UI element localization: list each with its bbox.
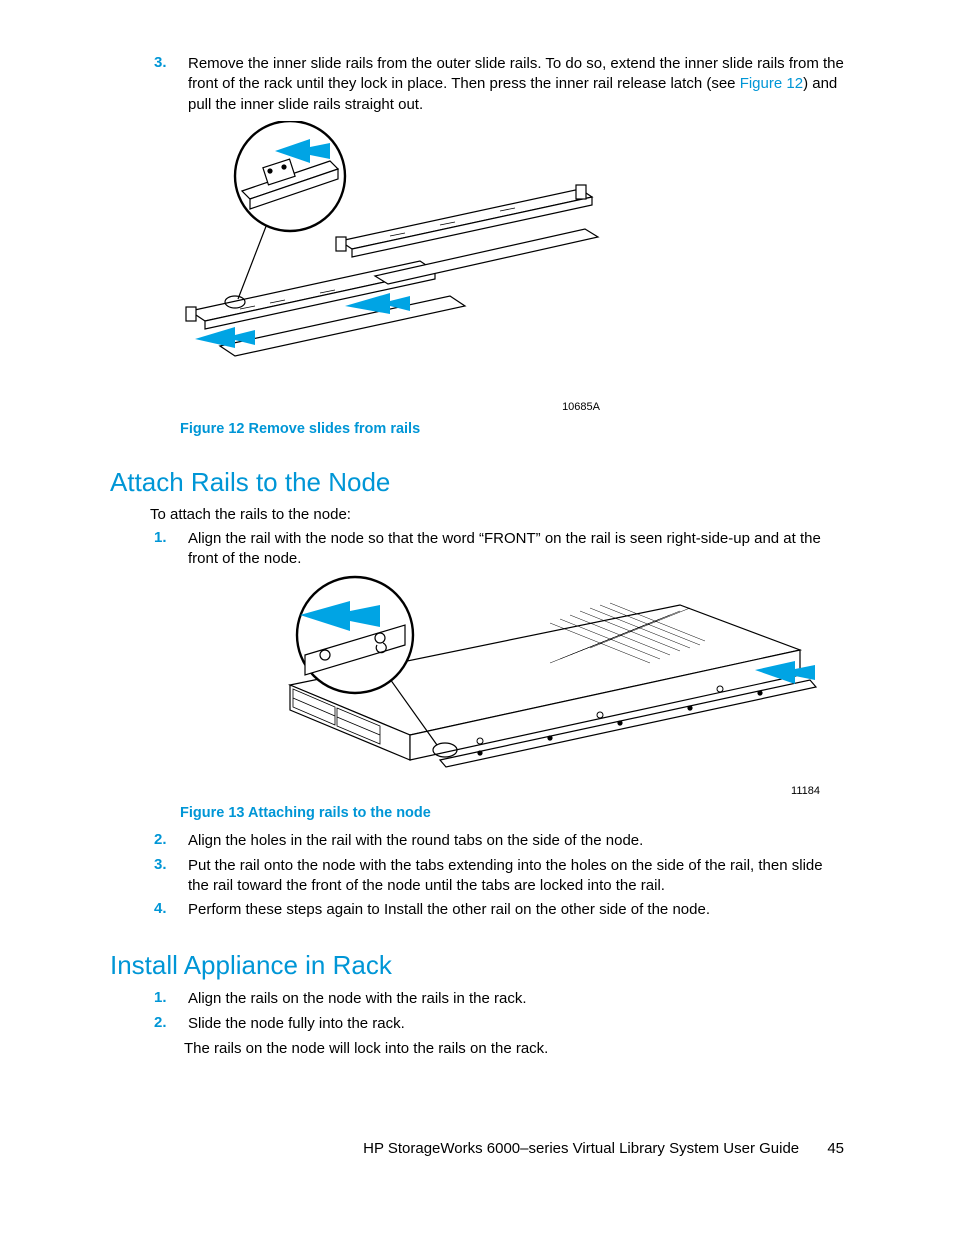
figure-12-link[interactable]: Figure 12 <box>740 75 803 92</box>
figure-12-caption: Figure 12 Remove slides from rails <box>180 421 844 437</box>
install-list: 1. Align the rails on the node with the … <box>150 989 844 1034</box>
attach-list-2: 2. Align the holes in the rail with the … <box>150 831 844 920</box>
step-3-text: Remove the inner slide rails from the ou… <box>188 54 844 115</box>
callout-zoom <box>225 121 345 308</box>
attach-list-1: 1. Align the rail with the node so that … <box>150 529 844 570</box>
install-after-note: The rails on the node will lock into the… <box>184 1040 844 1057</box>
figure-12: 10685A Figure 12 Remove slides from rail… <box>180 121 844 437</box>
figure-13-caption: Figure 13 Attaching rails to the node <box>180 805 844 821</box>
install-step-2: 2. Slide the node fully into the rack. <box>150 1014 844 1034</box>
page-footer: HP StorageWorks 6000–series Virtual Libr… <box>110 1140 844 1157</box>
step-3: 3. Remove the inner slide rails from the… <box>150 54 844 115</box>
attach-step-4: 4. Perform these steps again to Install … <box>150 900 844 920</box>
section-attach-intro: To attach the rails to the node: <box>150 506 844 523</box>
attach-step-2: 2. Align the holes in the rail with the … <box>150 831 844 851</box>
attach-step-1: 1. Align the rail with the node so that … <box>150 529 844 570</box>
footer-page-number: 45 <box>827 1140 844 1157</box>
section-install-title: Install Appliance in Rack <box>110 950 844 981</box>
figure-12-id: 10685A <box>180 401 600 413</box>
step-3-number: 3. <box>150 54 188 115</box>
attach-step-3: 3. Put the rail onto the node with the t… <box>150 856 844 897</box>
figure-13-id: 11184 <box>180 785 820 797</box>
step-list-top: 3. Remove the inner slide rails from the… <box>150 54 844 115</box>
install-step-1: 1. Align the rails on the node with the … <box>150 989 844 1009</box>
figure-13: 11184 Figure 13 Attaching rails to the n… <box>180 575 844 821</box>
section-attach-title: Attach Rails to the Node <box>110 467 844 498</box>
footer-title: HP StorageWorks 6000–series Virtual Libr… <box>363 1140 799 1157</box>
